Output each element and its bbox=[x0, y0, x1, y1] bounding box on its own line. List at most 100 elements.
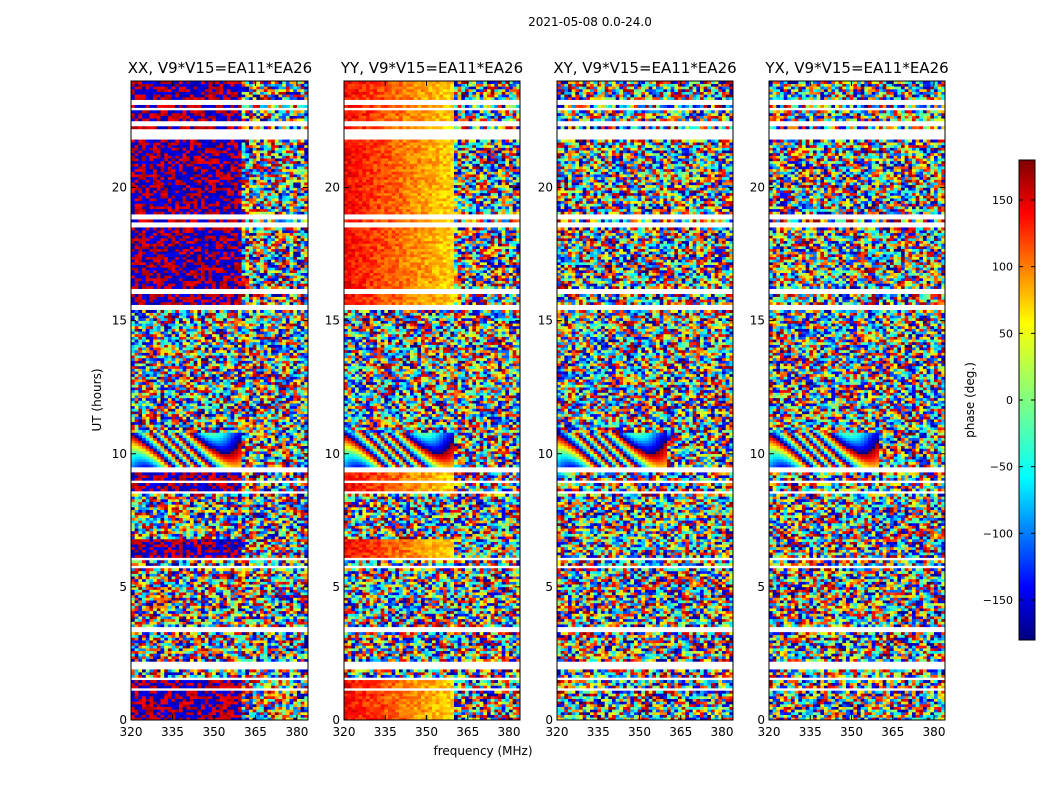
phase-cell bbox=[205, 552, 209, 555]
phase-cell bbox=[242, 494, 246, 497]
phase-cell bbox=[201, 606, 205, 609]
phase-cell bbox=[286, 560, 290, 563]
phase-cell bbox=[264, 693, 268, 696]
phase-cell bbox=[279, 704, 283, 707]
phase-cell bbox=[279, 691, 283, 694]
phase-cell bbox=[197, 616, 201, 619]
phase-cell bbox=[253, 621, 257, 624]
phase-cell bbox=[168, 502, 172, 505]
phase-cell bbox=[223, 550, 227, 553]
phase-cell bbox=[282, 619, 286, 622]
phase-cell bbox=[253, 576, 257, 579]
phase-cell bbox=[197, 510, 201, 513]
phase-cell bbox=[245, 531, 249, 534]
phase-cell bbox=[297, 502, 301, 505]
phase-cell bbox=[190, 701, 194, 704]
phase-cell bbox=[194, 709, 198, 712]
phase-cell bbox=[227, 512, 231, 515]
phase-cell bbox=[190, 603, 194, 606]
phase-cell bbox=[242, 709, 246, 712]
phase-cell bbox=[223, 579, 227, 582]
phase-cell bbox=[208, 606, 212, 609]
phase-cell bbox=[164, 693, 168, 696]
phase-cell bbox=[212, 547, 216, 550]
phase-cell bbox=[138, 504, 142, 507]
phase-cell bbox=[256, 504, 260, 507]
phase-cell bbox=[271, 547, 275, 550]
phase-cell bbox=[242, 635, 246, 638]
phase-cell bbox=[157, 542, 161, 545]
phase-cell bbox=[179, 672, 183, 675]
phase-cell bbox=[172, 494, 176, 497]
phase-cell bbox=[138, 568, 142, 571]
phase-cell bbox=[161, 600, 165, 603]
phase-cell bbox=[172, 632, 176, 635]
phase-cell bbox=[253, 606, 257, 609]
phase-cell bbox=[194, 653, 198, 656]
phase-cell bbox=[260, 518, 264, 521]
phase-cell bbox=[179, 691, 183, 694]
phase-cell bbox=[249, 590, 253, 593]
phase-cell bbox=[138, 621, 142, 624]
phase-cell bbox=[142, 675, 146, 678]
phase-cell bbox=[135, 574, 139, 577]
phase-cell bbox=[208, 640, 212, 643]
phase-cell bbox=[301, 685, 305, 688]
phase-cell bbox=[245, 555, 249, 558]
phase-cell bbox=[205, 595, 209, 598]
phase-cell bbox=[297, 675, 301, 678]
phase-cell bbox=[142, 518, 146, 521]
phase-cell bbox=[275, 608, 279, 611]
phase-cell bbox=[216, 656, 220, 659]
phase-cell bbox=[293, 600, 297, 603]
phase-cell bbox=[234, 539, 238, 542]
phase-cell bbox=[238, 685, 242, 688]
phase-cell bbox=[297, 696, 301, 699]
phase-cell bbox=[223, 510, 227, 513]
phase-cell bbox=[227, 536, 231, 539]
phase-cell bbox=[279, 574, 283, 577]
phase-cell bbox=[208, 598, 212, 601]
phase-cell bbox=[227, 595, 231, 598]
phase-cell bbox=[157, 608, 161, 611]
phase-cell bbox=[190, 576, 194, 579]
phase-cell bbox=[223, 696, 227, 699]
phase-cell bbox=[216, 592, 220, 595]
phase-cell bbox=[242, 550, 246, 553]
phase-cell bbox=[260, 600, 264, 603]
phase-cell bbox=[164, 544, 168, 547]
phase-cell bbox=[290, 582, 294, 585]
phase-cell bbox=[234, 669, 238, 672]
phase-cell bbox=[131, 504, 135, 507]
phase-cell bbox=[282, 603, 286, 606]
phase-cell bbox=[293, 536, 297, 539]
phase-cell bbox=[301, 656, 305, 659]
phase-cell bbox=[297, 563, 301, 566]
phase-cell bbox=[208, 502, 212, 505]
phase-cell bbox=[282, 502, 286, 505]
phase-cell bbox=[161, 542, 165, 545]
phase-cell bbox=[149, 645, 153, 648]
phase-cell bbox=[223, 640, 227, 643]
phase-cell bbox=[271, 574, 275, 577]
phase-cell bbox=[201, 653, 205, 656]
phase-cell bbox=[186, 640, 190, 643]
phase-cell bbox=[146, 672, 150, 675]
phase-cell bbox=[157, 502, 161, 505]
phase-cell bbox=[208, 542, 212, 545]
phase-cell bbox=[293, 696, 297, 699]
phase-cell bbox=[242, 691, 246, 694]
phase-cell bbox=[179, 696, 183, 699]
phase-cell bbox=[153, 515, 157, 518]
phase-cell bbox=[279, 536, 283, 539]
phase-cell bbox=[275, 651, 279, 654]
phase-cell bbox=[220, 531, 224, 534]
phase-cell bbox=[194, 624, 198, 627]
phase-cell bbox=[238, 518, 242, 521]
phase-cell bbox=[245, 504, 249, 507]
phase-cell bbox=[234, 701, 238, 704]
phase-cell bbox=[264, 680, 268, 683]
phase-cell bbox=[220, 632, 224, 635]
phase-cell bbox=[264, 494, 268, 497]
phase-cell bbox=[149, 568, 153, 571]
